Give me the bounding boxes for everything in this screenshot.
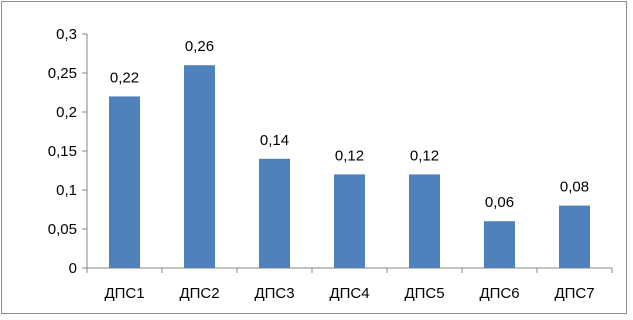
data-label: 0,26: [185, 38, 214, 55]
bar-ДПС7: [559, 205, 590, 268]
x-tick-label: ДПС7: [554, 285, 594, 302]
data-label: 0,14: [260, 132, 289, 149]
y-tick-label: 0,05: [48, 221, 77, 238]
x-tick-label: ДПС1: [104, 285, 144, 302]
x-tick-label: ДПС4: [329, 285, 369, 302]
y-tick-label: 0,3: [56, 26, 77, 43]
y-tick-label: 0,2: [56, 104, 77, 121]
x-tick-label: ДПС3: [254, 285, 294, 302]
chart-axes: 0 0,05 0,1 0,15 0,2 0,25 0,3: [48, 26, 613, 277]
x-tick-label: ДПС5: [404, 285, 444, 302]
bar-ДПС1: [109, 96, 140, 269]
x-tick-label: ДПС2: [179, 285, 219, 302]
data-label: 0,12: [335, 147, 364, 164]
y-tick-label: 0,25: [48, 65, 77, 82]
bar-ДПС4: [334, 174, 365, 268]
data-label: 0,08: [560, 179, 589, 196]
bar-ДПС5: [409, 174, 440, 268]
bar-ДПС2: [184, 65, 215, 268]
bar-chart: 00,050,10,150,20,250,3 0,22ДПС10,26ДПС20…: [48, 26, 613, 302]
data-label: 0,22: [110, 69, 139, 86]
chart-bars: [109, 65, 590, 269]
x-tick-label: ДПС6: [479, 285, 519, 302]
y-tick-label: 0: [69, 260, 77, 277]
chart-frame: 0 0,05 0,1 0,15 0,2 0,25 0,3 0,22 ДПС1 0,26 ДПС2 0…: [1, 1, 627, 314]
y-tick-label: 0,1: [56, 182, 77, 199]
data-label: 0,12: [410, 147, 439, 164]
chart-labels: 0,22 ДПС1 0,26 ДПС2 0,14 ДПС3 0,12 ДПС4 0,12 ДПС5…: [104, 38, 594, 302]
bar-ДПС6: [484, 221, 515, 268]
y-tick-label: 0,15: [48, 143, 77, 160]
bar-ДПС3: [259, 158, 290, 268]
data-label: 0,06: [485, 194, 514, 211]
